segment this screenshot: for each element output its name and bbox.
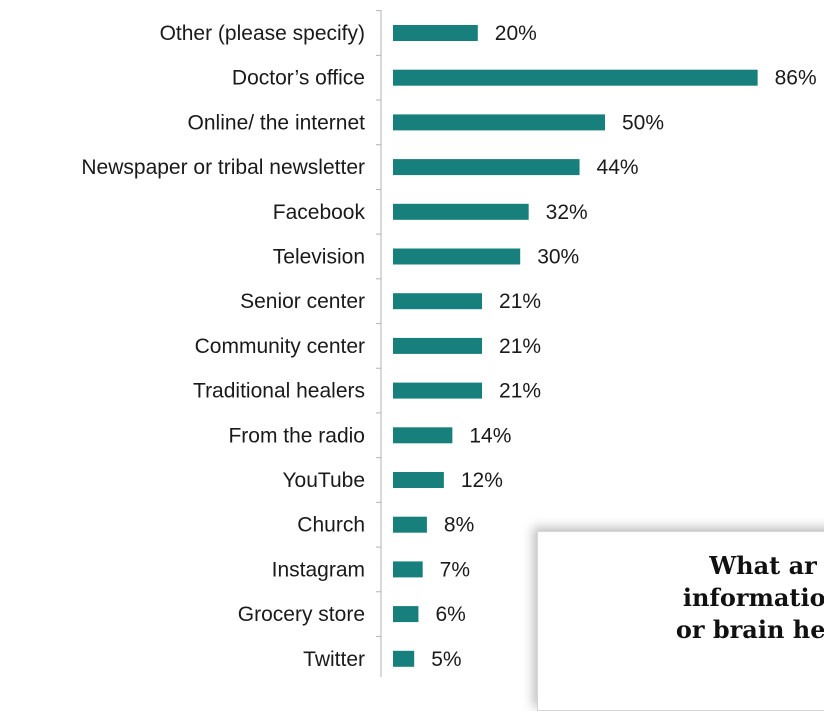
value-labels: 20% 86% 50% 44% 32% 30% 21% 21% 21% 14% 12% 8% 7% 6% 5… bbox=[431, 22, 816, 671]
bar bbox=[393, 293, 483, 310]
question-callout-box: What ar information or brain heal bbox=[537, 531, 824, 711]
bar bbox=[393, 427, 453, 444]
value-label: 7% bbox=[440, 558, 470, 581]
bar bbox=[393, 472, 444, 488]
category-label: Instagram bbox=[272, 558, 365, 581]
value-label: 8% bbox=[444, 514, 474, 537]
bar bbox=[393, 382, 483, 399]
category-label: Senior center bbox=[240, 290, 365, 313]
bar bbox=[393, 650, 415, 667]
value-label: 20% bbox=[495, 22, 537, 45]
category-label: Twitter bbox=[303, 648, 365, 671]
category-label: YouTube bbox=[282, 469, 365, 492]
category-label: Grocery store bbox=[238, 603, 365, 626]
bar bbox=[393, 337, 483, 354]
bar-chart: Other (please specify) Doctor’s office Onl… bbox=[81, 10, 817, 677]
question-callout-text: What ar information or brain heal bbox=[538, 550, 824, 646]
axis-ticks bbox=[376, 10, 381, 637]
bar bbox=[393, 25, 478, 41]
bar bbox=[393, 516, 427, 533]
category-label: Community center bbox=[195, 335, 365, 358]
category-label: Traditional healers bbox=[193, 380, 365, 403]
bar bbox=[393, 248, 521, 265]
callout-line-3: or brain heal bbox=[675, 615, 824, 644]
value-label: 21% bbox=[499, 335, 541, 358]
bar bbox=[393, 561, 423, 578]
bar bbox=[393, 203, 529, 220]
bars-group bbox=[393, 25, 758, 667]
category-labels: Other (please specify) Doctor’s office Onl… bbox=[81, 22, 365, 671]
category-label: Newspaper or tribal newsletter bbox=[81, 156, 365, 179]
value-label: 32% bbox=[546, 201, 588, 224]
value-label: 5% bbox=[431, 648, 461, 671]
category-label: From the radio bbox=[228, 424, 365, 447]
category-label: Online/ the internet bbox=[188, 111, 366, 134]
bar bbox=[393, 114, 605, 131]
value-label: 86% bbox=[775, 67, 817, 90]
value-label: 12% bbox=[461, 469, 503, 492]
bar bbox=[393, 69, 758, 86]
value-label: 44% bbox=[597, 156, 639, 179]
value-label: 14% bbox=[469, 424, 511, 447]
value-label: 6% bbox=[435, 603, 465, 626]
value-label: 21% bbox=[499, 290, 541, 313]
value-label: 50% bbox=[622, 111, 664, 134]
category-label: Other (please specify) bbox=[160, 22, 365, 45]
category-label: Facebook bbox=[273, 201, 366, 224]
bar bbox=[393, 606, 419, 623]
category-label: Television bbox=[273, 246, 365, 269]
callout-line-1: What ar bbox=[709, 551, 817, 580]
category-label: Church bbox=[297, 514, 365, 537]
category-label: Doctor’s office bbox=[232, 67, 365, 90]
value-label: 30% bbox=[537, 246, 579, 269]
callout-line-2: information bbox=[682, 583, 824, 612]
value-label: 21% bbox=[499, 380, 541, 403]
bar bbox=[393, 159, 580, 176]
